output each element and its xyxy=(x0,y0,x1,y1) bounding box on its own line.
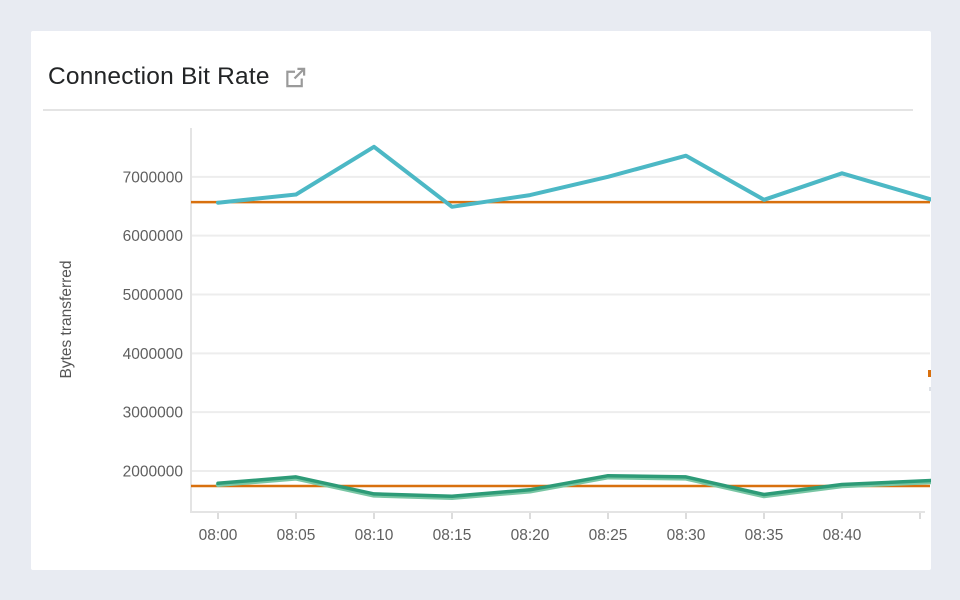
clipped-gray-mark xyxy=(929,387,931,391)
x-tick-label: 08:15 xyxy=(433,527,472,544)
y-tick-label: 7000000 xyxy=(123,169,184,186)
x-tick-label: 08:30 xyxy=(667,527,706,544)
x-tick-label: 08:05 xyxy=(277,527,316,544)
x-tick-label: 08:00 xyxy=(199,527,238,544)
y-axis-title: Bytes transferred xyxy=(58,260,75,378)
card-header: Connection Bit Rate xyxy=(48,57,307,97)
y-tick-label: 4000000 xyxy=(123,346,184,363)
x-tick-label: 08:40 xyxy=(823,527,862,544)
x-tick-label: 08:35 xyxy=(745,527,784,544)
series-line-green-series xyxy=(216,473,931,499)
y-tick-label: 5000000 xyxy=(123,287,184,304)
x-tick-label: 08:20 xyxy=(511,527,550,544)
external-link-icon[interactable] xyxy=(284,66,307,89)
x-tick-label: 08:25 xyxy=(589,527,628,544)
bitrate-chart: 08:00 08:05 08:10 08:15 08:20 08:25 08:30 08:35… xyxy=(58,128,931,544)
header-divider xyxy=(43,109,913,111)
y-tick-label: 2000000 xyxy=(123,463,184,480)
series-line-teal-series xyxy=(216,144,931,209)
clipped-orange-mark xyxy=(928,370,931,377)
y-tick-label: 3000000 xyxy=(123,405,184,422)
chart-card: Connection Bit Rate 08:00 08:05 08:10 08:15… xyxy=(31,31,931,570)
x-tick-label: 08:10 xyxy=(355,527,394,544)
card-title: Connection Bit Rate xyxy=(48,63,270,90)
y-tick-label: 6000000 xyxy=(123,228,184,245)
